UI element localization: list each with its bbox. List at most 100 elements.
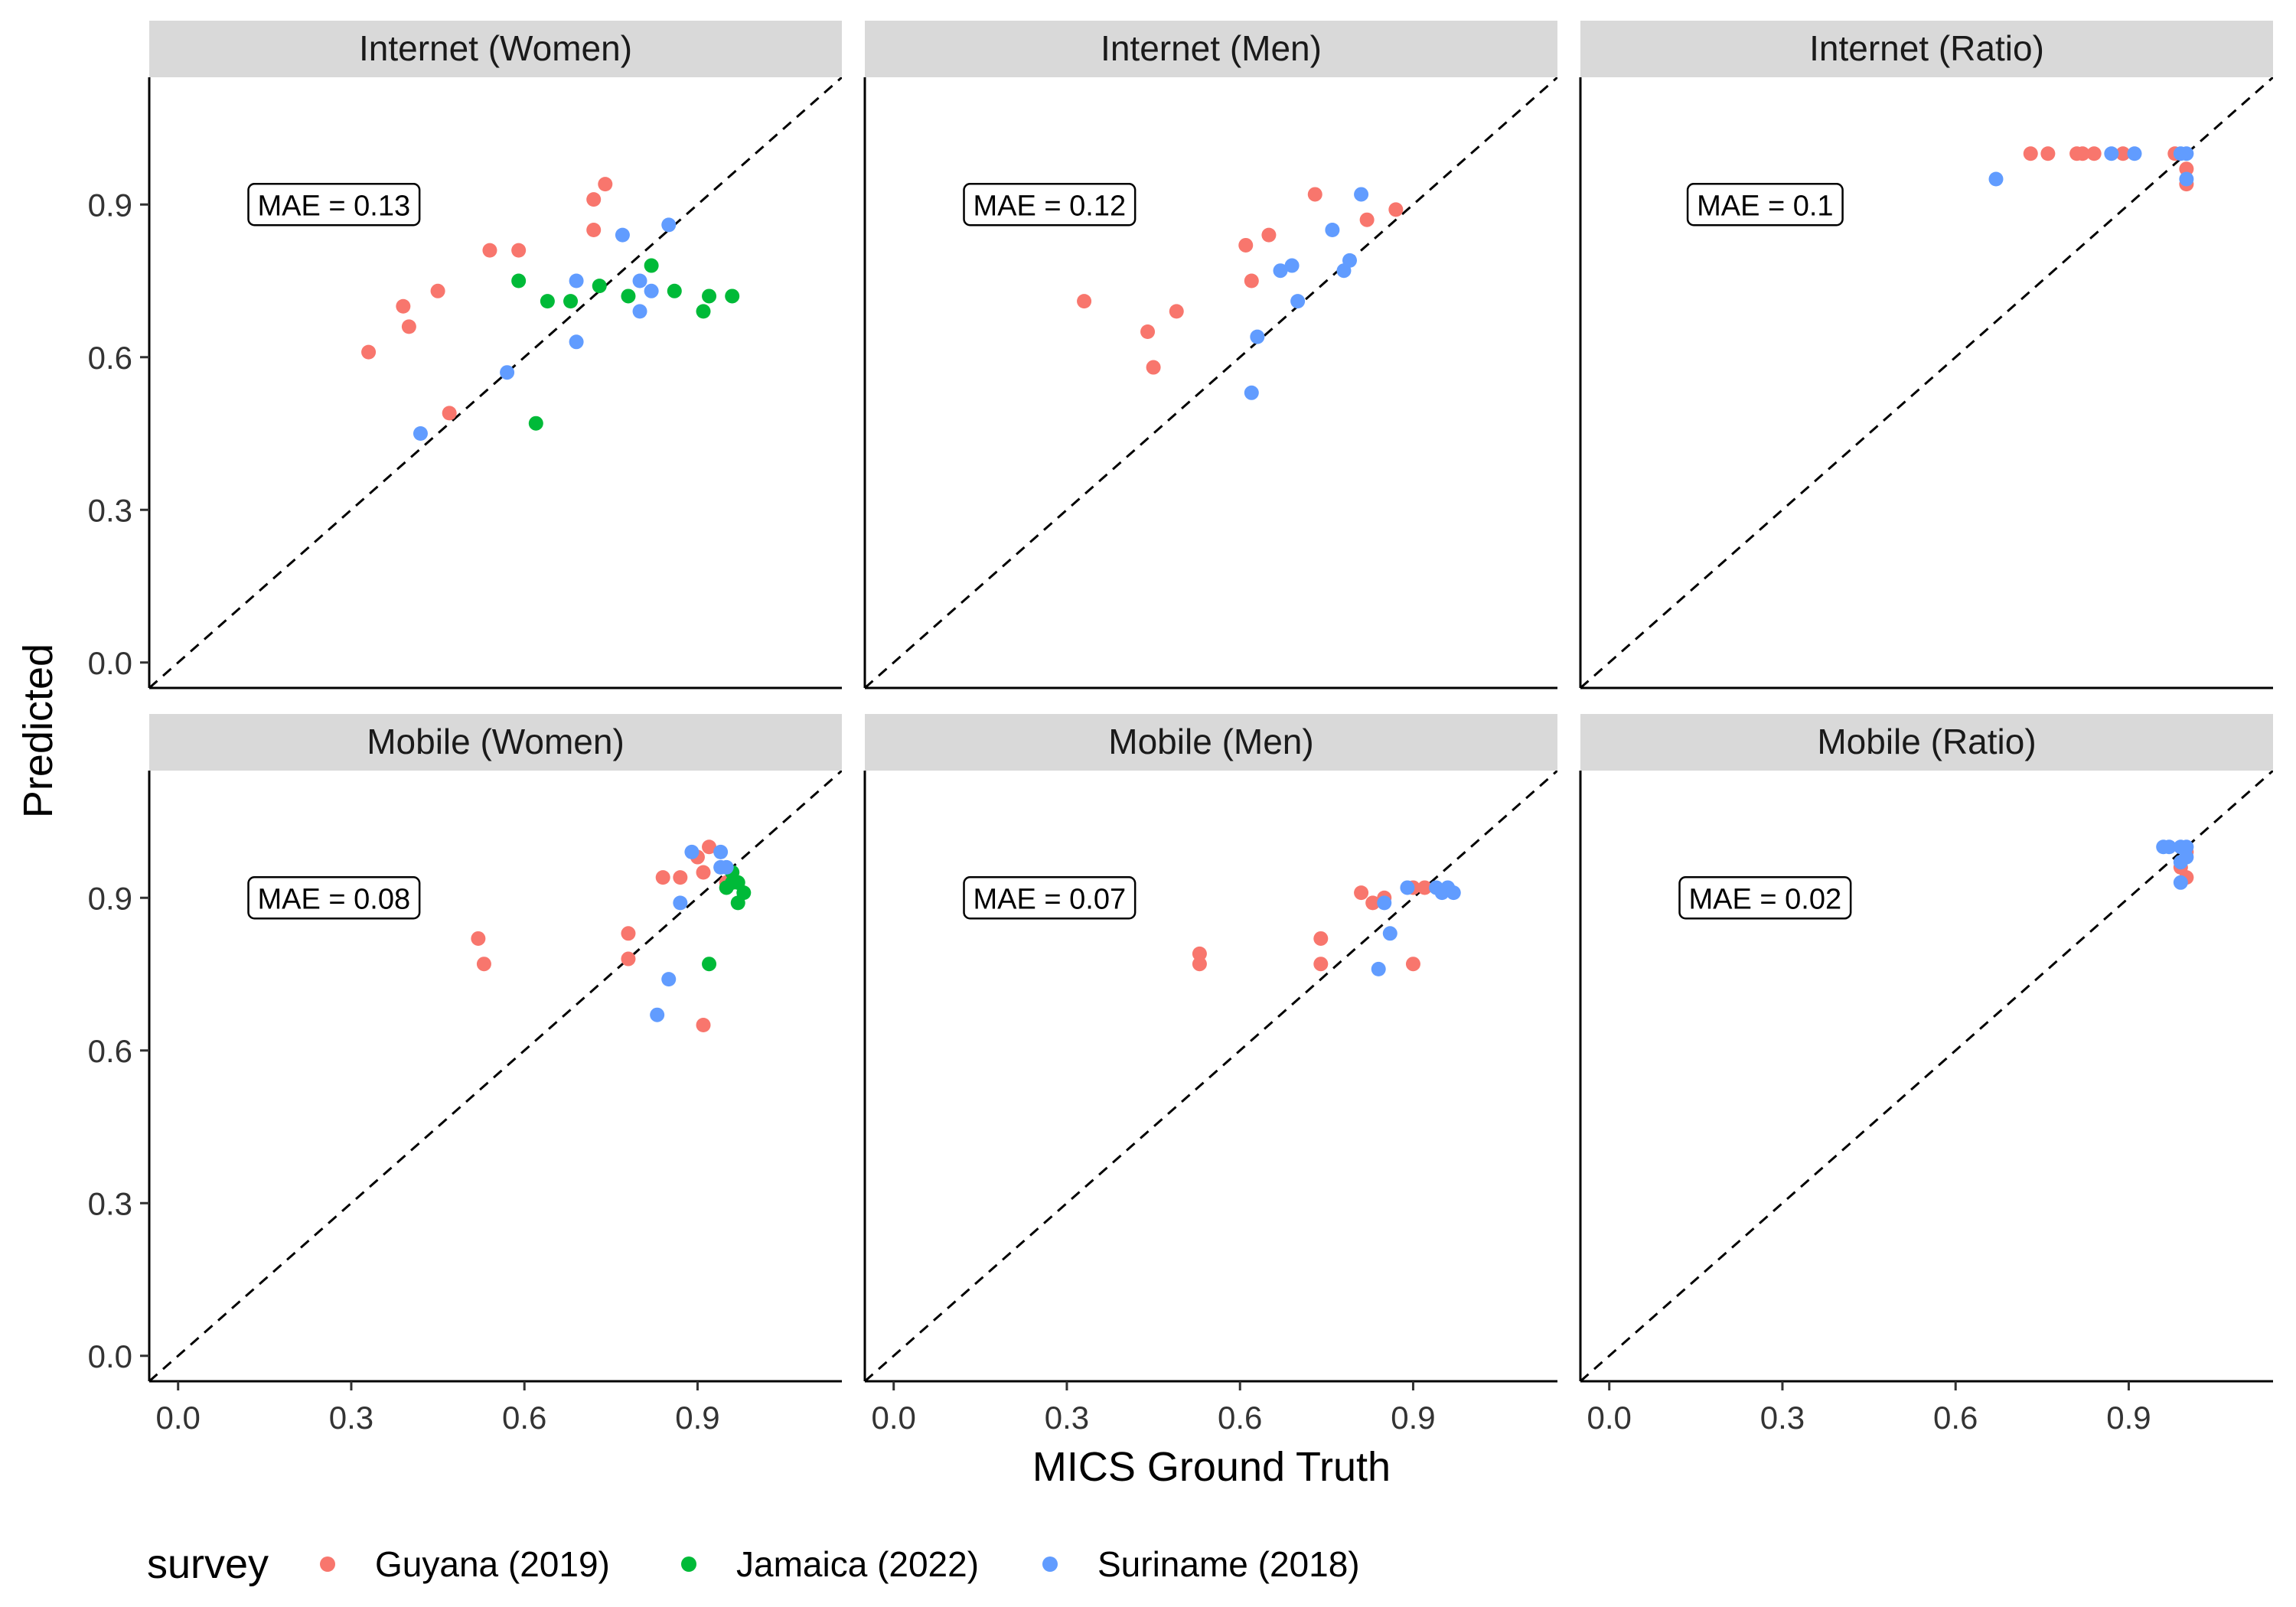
mae-label-box [247,876,421,920]
panel-mobile-women: Mobile (Women) MAE = 0.08 [149,714,842,1381]
data-point-jamaica-2022 [696,304,711,319]
data-point-suriname-2018 [2104,146,2119,161]
y-axes: 0.0 0.3 0.6 0.9 0.0 0.3 0.6 0.9 [88,77,1582,1381]
mae-label-text: MAE = 0.08 [258,883,411,915]
identity-reference-line [1580,77,2273,688]
x-axes: 0.0 0.3 0.6 0.9 0.0 0.3 0.6 0.9 0.0 0.3 0.6 0.9 [149,686,2273,1436]
mae-label-box [1686,183,1844,227]
data-point-jamaica-2022 [644,258,659,273]
data-point-suriname-2018 [1377,895,1392,911]
data-point-suriname-2018 [569,273,584,288]
data-point-guyana-2019 [430,283,445,298]
mae-label: MAE = 0.08 [247,876,421,920]
panels: Internet (Women) MAE = 0.13 Internet (Men)… [149,21,2273,1381]
data-point-guyana-2019 [1192,957,1207,972]
data-point-suriname-2018 [1342,253,1357,268]
x-tick-label: 0.3 [1760,1400,1805,1436]
data-point-guyana-2019 [2115,146,2131,161]
data-point-guyana-2019 [1192,946,1207,961]
data-point-guyana-2019 [598,177,613,192]
data-point-suriname-2018 [644,283,659,298]
data-point-guyana-2019 [2075,146,2090,161]
legend-label: Guyana (2019) [375,1544,610,1584]
y-axis-title: Predicted [15,644,61,818]
mae-label: MAE = 0.1 [1686,183,1844,227]
mae-label-text: MAE = 0.13 [258,190,411,222]
data-point-guyana-2019 [2023,146,2038,161]
data-point-jamaica-2022 [667,283,682,298]
data-point-guyana-2019 [471,931,486,946]
mae-label: MAE = 0.12 [963,183,1137,227]
data-point-guyana-2019 [673,870,688,885]
data-point-suriname-2018 [1325,223,1340,237]
data-point-guyana-2019 [696,865,711,880]
data-point-guyana-2019 [2179,161,2194,177]
x-tick-label: 0.0 [156,1400,201,1436]
data-point-guyana-2019 [1417,880,1433,895]
data-point-suriname-2018 [1354,187,1369,202]
data-point-guyana-2019 [586,192,602,207]
data-point-suriname-2018 [1273,263,1288,279]
x-tick-label: 0.9 [2106,1400,2151,1436]
data-point-guyana-2019 [2086,146,2102,161]
mae-label: MAE = 0.13 [247,183,421,227]
panel-internet-men: Internet (Men) MAE = 0.12 [865,21,1557,688]
identity-reference-line [149,77,842,688]
y-tick-label: 0.3 [88,492,132,528]
panel-strip-label: Internet (Ratio) [1809,28,2044,68]
data-point-guyana-2019 [2040,146,2056,161]
data-point-guyana-2019 [621,926,636,941]
data-point-suriname-2018 [661,972,677,987]
identity-reference-line [149,771,842,1381]
data-point-suriname-2018 [632,273,647,288]
y-tick-label: 0.6 [88,340,132,376]
data-point-guyana-2019 [1261,227,1277,243]
data-point-guyana-2019 [1307,187,1322,202]
mae-label-text: MAE = 0.02 [1689,883,1842,915]
data-point-suriname-2018 [1382,926,1397,941]
panel-strip-label: Internet (Women) [359,28,632,68]
data-point-suriname-2018 [713,844,729,859]
y-tick-label: 0.0 [88,1338,132,1374]
panel-strip [865,21,1557,77]
data-point-suriname-2018 [2179,171,2194,187]
x-tick-label: 0.9 [675,1400,719,1436]
data-point-guyana-2019 [361,344,377,360]
data-point-jamaica-2022 [563,294,579,309]
data-point-guyana-2019 [655,870,670,885]
panel-strip [149,714,842,771]
data-point-suriname-2018 [1988,171,2004,187]
panel-internet-women: Internet (Women) MAE = 0.13 [149,21,842,688]
data-point-suriname-2018 [1290,294,1306,309]
data-point-suriname-2018 [661,217,677,233]
x-tick-label: 0.6 [502,1400,546,1436]
data-point-suriname-2018 [2173,875,2188,890]
data-point-guyana-2019 [1238,237,1254,253]
data-point-guyana-2019 [476,957,491,972]
data-point-suriname-2018 [1244,385,1259,400]
mae-label-box [963,876,1137,920]
mae-label: MAE = 0.07 [963,876,1137,920]
panel-strip [1580,21,2273,77]
data-point-jamaica-2022 [528,416,543,431]
legend: survey Guyana (2019) Jamaica (2022) Surina… [147,1541,1360,1587]
data-point-suriname-2018 [632,304,647,319]
data-point-suriname-2018 [1446,885,1461,901]
data-point-suriname-2018 [1250,329,1265,344]
panel-strip-label: Mobile (Women) [367,722,625,761]
y-tick-label: 0.3 [88,1185,132,1221]
data-point-suriname-2018 [1400,880,1415,895]
panel-mobile-ratio: Mobile (Ratio) MAE = 0.02 [1580,714,2273,1381]
mae-label-text: MAE = 0.1 [1697,190,1833,222]
identity-reference-line [865,77,1557,688]
data-point-guyana-2019 [1354,885,1369,901]
data-point-suriname-2018 [719,859,734,875]
legend-items: Guyana (2019) Jamaica (2022) Suriname (201… [320,1544,1360,1584]
y-tick-label: 0.0 [88,645,132,681]
x-tick-label: 0.0 [1587,1400,1632,1436]
panel-strip-label: Mobile (Men) [1108,722,1313,761]
data-point-suriname-2018 [500,365,515,380]
x-axis-title: MICS Ground Truth [1032,1444,1391,1490]
data-point-guyana-2019 [1365,895,1381,911]
x-tick-label: 0.0 [872,1400,916,1436]
